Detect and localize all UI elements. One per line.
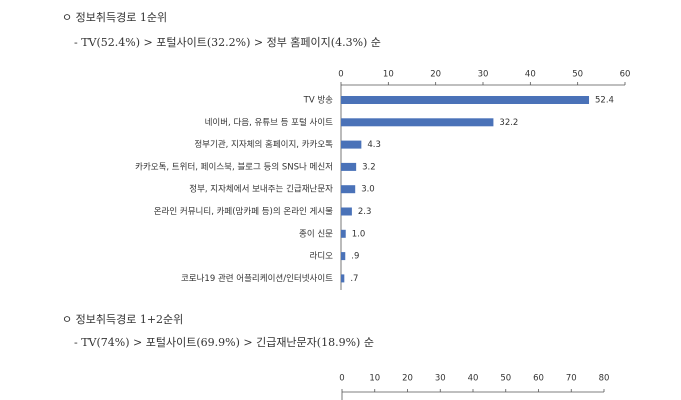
x-tick-label: 30 (478, 70, 489, 80)
category-label: 종이 신문 (299, 228, 333, 239)
category-label: 온라인 커뮤니티, 카페(맘카페 등)의 온라인 게시물 (154, 206, 333, 217)
bar (341, 162, 357, 171)
bar (341, 252, 346, 261)
bar (341, 274, 345, 283)
category-label: TV 방송 (303, 95, 334, 106)
x-tick-label: 0 (338, 70, 343, 80)
category-label: 정부기관, 지자체의 홈페이지, 카카오톡 (194, 139, 333, 150)
value-label: 52.4 (595, 96, 614, 106)
value-label: 4.3 (367, 140, 381, 150)
x-tick-label: 50 (500, 374, 511, 384)
section-summary: - TV(52.4%) > 포털사이트(32.2%) > 정부 홈페이지(4.3… (74, 35, 381, 49)
x-tick-label: 30 (435, 374, 446, 384)
bar (341, 118, 494, 127)
x-tick-label: 80 (599, 374, 610, 384)
category-label: 코로나19 관련 어플리케이션/인터넷사이트 (181, 273, 333, 284)
category-label: 네이버, 다음, 유튜브 등 포털 사이트 (205, 117, 334, 128)
x-tick-label: 60 (620, 70, 631, 80)
value-label: .7 (350, 274, 358, 284)
bar (341, 185, 356, 194)
x-tick-label: 10 (369, 374, 380, 384)
x-tick-label: 60 (533, 374, 544, 384)
category-label: 라디오 (310, 252, 334, 262)
x-tick-label: 50 (572, 70, 583, 80)
value-label: 32.2 (499, 118, 518, 128)
section-heading: ㅇ 정보취득경로 1+2순위 (62, 313, 183, 326)
category-label: 카카오톡, 트위터, 페이스북, 블로그 등의 SNS나 메신저 (135, 161, 333, 172)
x-tick-label: 70 (566, 374, 577, 384)
value-label: 2.3 (358, 207, 372, 217)
x-tick-label: 10 (383, 70, 394, 80)
section-heading: ㅇ 정보취득경로 1순위 (62, 11, 167, 24)
value-label: 3.2 (362, 162, 376, 172)
bar (341, 140, 362, 149)
bar (341, 207, 352, 216)
value-label: .9 (351, 252, 359, 262)
bar (341, 229, 346, 238)
category-label: 정부, 지자체에서 보내주는 긴급재난문자 (189, 184, 333, 195)
x-tick-label: 20 (430, 70, 441, 80)
x-tick-label: 40 (525, 70, 536, 80)
bar (341, 96, 590, 104)
section-summary: - TV(74%) > 포털사이트(69.9%) > 긴급재난문자(18.9%)… (74, 336, 374, 349)
value-label: 1.0 (352, 229, 366, 239)
value-label: 3.0 (361, 185, 375, 195)
x-tick-label: 20 (402, 374, 413, 384)
x-tick-label: 0 (339, 374, 344, 384)
x-tick-label: 40 (468, 374, 479, 384)
